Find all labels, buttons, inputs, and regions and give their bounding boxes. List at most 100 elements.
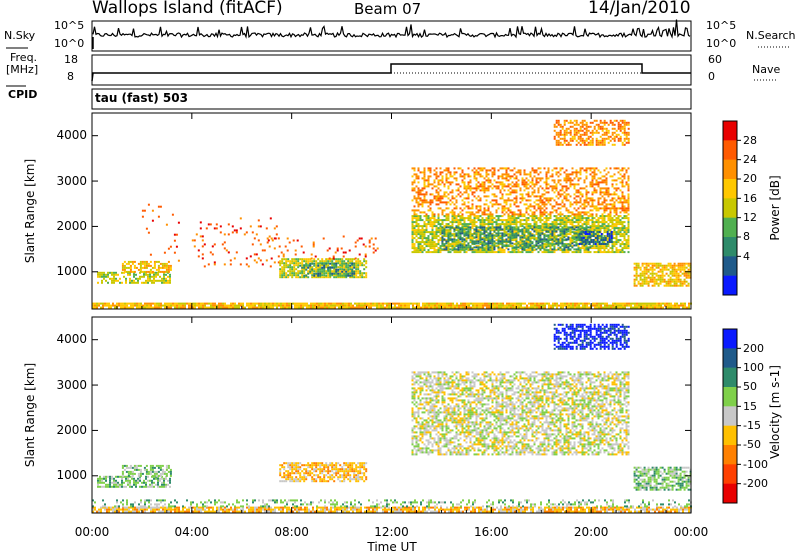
heatmap-cell [539, 211, 542, 214]
heatmap-cell [595, 235, 598, 238]
heatmap-cell [451, 191, 454, 194]
heatmap-cell [511, 219, 514, 222]
heatmap-cell [149, 277, 151, 280]
heatmap-cell [617, 249, 620, 252]
heatmap-cell [441, 179, 444, 182]
heatmap-cell [597, 243, 600, 246]
heatmap-cell [621, 217, 624, 220]
heatmap-cell [352, 304, 354, 307]
heatmap-cell [505, 223, 508, 226]
heatmap-cell [507, 251, 510, 254]
heatmap-cell [355, 268, 358, 271]
heatmap-cell [411, 247, 414, 250]
heatmap-cell [372, 243, 375, 246]
heatmap-cell [422, 304, 424, 307]
heatmap-cell [565, 187, 568, 190]
heatmap-cell [516, 306, 518, 309]
heatmap-cell [509, 217, 512, 220]
heatmap-cell [557, 219, 560, 222]
heatmap-cell [111, 271, 113, 274]
heatmap-cell [481, 219, 484, 222]
heatmap-cell [593, 229, 596, 232]
heatmap-cell [461, 209, 464, 212]
heatmap-cell [467, 197, 470, 200]
heatmap-cell [617, 215, 620, 218]
heatmap-cell [261, 263, 264, 266]
heatmap-cell [555, 215, 558, 218]
heatmap-cell [254, 306, 256, 309]
heatmap-cell [617, 233, 620, 236]
heatmap-cell [413, 221, 416, 224]
heatmap-cell [328, 257, 331, 260]
heatmap-cell [520, 306, 522, 309]
heatmap-cell [505, 179, 508, 182]
heatmap-cell [449, 237, 452, 240]
heatmap-cell [467, 249, 470, 252]
heatmap-cell [475, 169, 478, 172]
heatmap-cell [351, 264, 354, 267]
heatmap-cell [453, 248, 456, 251]
heatmap-cell [652, 302, 654, 305]
heatmap-cell [623, 217, 626, 220]
heatmap-cell [333, 274, 336, 277]
heatmap-cell [523, 229, 526, 232]
heatmap-cell [595, 189, 598, 192]
heatmap-cell [515, 231, 518, 234]
heatmap-cell [537, 207, 540, 210]
heatmap-cell [499, 249, 502, 252]
heatmap-cell [355, 272, 358, 275]
heatmap-cell [429, 209, 432, 212]
heatmap-cell [427, 179, 430, 182]
heatmap-cell [423, 169, 426, 172]
heatmap-cell [415, 249, 418, 252]
heatmap-cell [419, 247, 422, 250]
heatmap-cell [611, 225, 614, 228]
heatmap-cell [342, 251, 345, 254]
heatmap-cell [499, 247, 502, 250]
heatmap-cell [625, 183, 628, 186]
heatmap-cell [141, 266, 144, 269]
heatmap-cell [543, 189, 546, 192]
heatmap-cell [585, 189, 588, 192]
heatmap-cell [220, 306, 222, 309]
heatmap-cell [461, 230, 464, 233]
heatmap-cell [479, 183, 482, 186]
heatmap-cell [323, 264, 326, 267]
heatmap-cell [479, 169, 482, 172]
heatmap-cell [575, 209, 578, 212]
heatmap-cell [553, 123, 556, 126]
heatmap-cell [115, 279, 117, 282]
heatmap-cell [118, 304, 120, 307]
heatmap-cell [111, 273, 113, 276]
heatmap-cell [547, 251, 550, 254]
heatmap-cell [359, 260, 362, 263]
heatmap-cell [161, 281, 163, 284]
heatmap-cell [531, 169, 534, 172]
heatmap-cell [461, 175, 464, 178]
heatmap-cell [619, 199, 622, 202]
heatmap-cell [599, 247, 602, 250]
heatmap-cell [583, 169, 586, 172]
heatmap-cell [680, 302, 682, 305]
heatmap-cell [513, 231, 516, 234]
heatmap-cell [445, 233, 448, 236]
heatmap-cell [200, 302, 202, 305]
heatmap-cell [505, 203, 508, 206]
heatmap-cell [614, 306, 616, 309]
heatmap-cell [415, 201, 418, 204]
heatmap-cell [527, 179, 530, 182]
heatmap-cell [678, 306, 680, 309]
heatmap-cell [449, 228, 452, 231]
heatmap-cell [605, 231, 608, 234]
heatmap-cell [547, 191, 550, 194]
heatmap-cell [537, 173, 540, 176]
heatmap-cell [503, 244, 506, 247]
heatmap-cell [541, 199, 544, 202]
heatmap-cell [627, 225, 630, 228]
heatmap-cell [129, 277, 131, 280]
heatmap-cell [600, 243, 603, 245]
heatmap-cell [334, 306, 336, 309]
heatmap-cell [207, 263, 210, 266]
heatmap-cell [421, 189, 424, 192]
heatmap-cell [523, 181, 526, 184]
